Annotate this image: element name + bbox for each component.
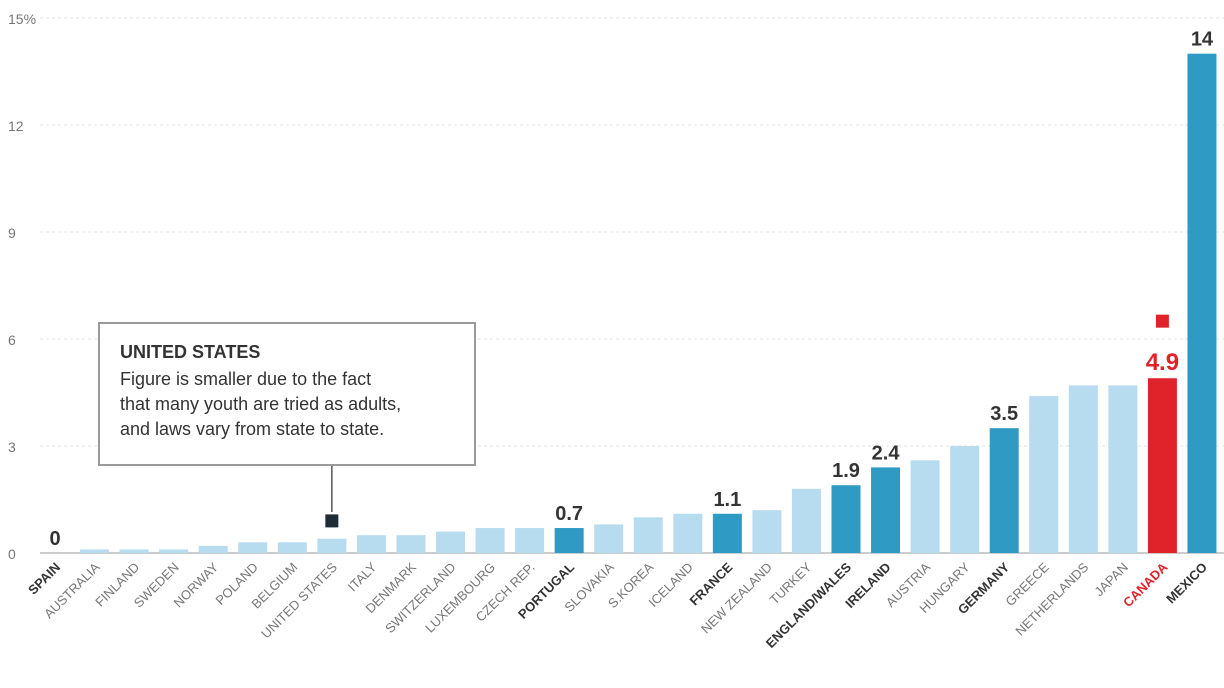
bar	[80, 549, 110, 553]
bar	[989, 428, 1019, 553]
bar	[119, 549, 149, 553]
bar	[159, 549, 189, 553]
category-label: NEW ZEALAND	[698, 560, 775, 637]
callout-title: UNITED STATES	[120, 342, 261, 362]
data-label: 4.9	[1146, 349, 1179, 376]
category-label: SWITZERLAND	[382, 560, 458, 636]
category-label: ITALY	[345, 559, 380, 594]
bar	[910, 460, 940, 553]
bar	[1187, 53, 1217, 554]
bar	[712, 513, 742, 553]
bar	[1108, 385, 1138, 553]
category-label: UNITED STATES	[258, 559, 340, 641]
bar	[554, 528, 584, 553]
united-states-callout: UNITED STATES Figure is smaller due to t…	[98, 322, 476, 466]
bar	[277, 542, 307, 553]
y-tick-label: 6	[8, 332, 16, 348]
callout-line: that many youth are tried as adults,	[120, 394, 402, 414]
bar	[475, 528, 505, 553]
bar	[594, 524, 624, 553]
data-label: 2.4	[872, 442, 901, 464]
y-tick-label: 15%	[8, 11, 36, 27]
data-label: 3.5	[990, 403, 1018, 425]
y-tick-label: 0	[8, 546, 16, 562]
bar	[831, 485, 861, 553]
bar	[791, 488, 821, 553]
marker-square	[325, 514, 339, 528]
callout-line: and laws vary from state to state.	[120, 419, 385, 439]
data-label: 0	[49, 528, 60, 550]
data-label: 0.7	[555, 503, 583, 525]
bar	[356, 535, 386, 553]
bar	[515, 528, 545, 553]
bar	[436, 531, 465, 553]
y-tick-label: 12	[8, 118, 24, 134]
category-label: NETHERLANDS	[1012, 559, 1091, 638]
bar	[317, 538, 347, 553]
y-tick-label: 3	[8, 439, 16, 455]
bar	[1147, 378, 1177, 553]
callout-body: Figure is smaller due to the fact that m…	[120, 367, 460, 442]
category-label: MEXICO	[1163, 560, 1210, 607]
category-label: CANADA	[1120, 559, 1171, 610]
data-label: 1.1	[713, 489, 741, 511]
bar	[198, 545, 228, 553]
bar	[950, 446, 980, 553]
bar	[1029, 396, 1059, 553]
bar	[238, 542, 268, 553]
callout-line: Figure is smaller due to the fact	[120, 369, 372, 389]
bar	[633, 517, 663, 553]
bar	[871, 467, 901, 553]
category-label: SPAIN	[25, 560, 63, 598]
bar	[673, 513, 703, 553]
data-label: 14	[1191, 29, 1214, 51]
bar	[752, 510, 782, 553]
data-label: 1.9	[832, 460, 860, 482]
marker-square	[1155, 314, 1169, 328]
bar	[396, 535, 426, 553]
category-label: LUXEMBOURG	[422, 560, 498, 636]
bar	[1068, 385, 1098, 553]
y-tick-label: 9	[8, 225, 16, 241]
